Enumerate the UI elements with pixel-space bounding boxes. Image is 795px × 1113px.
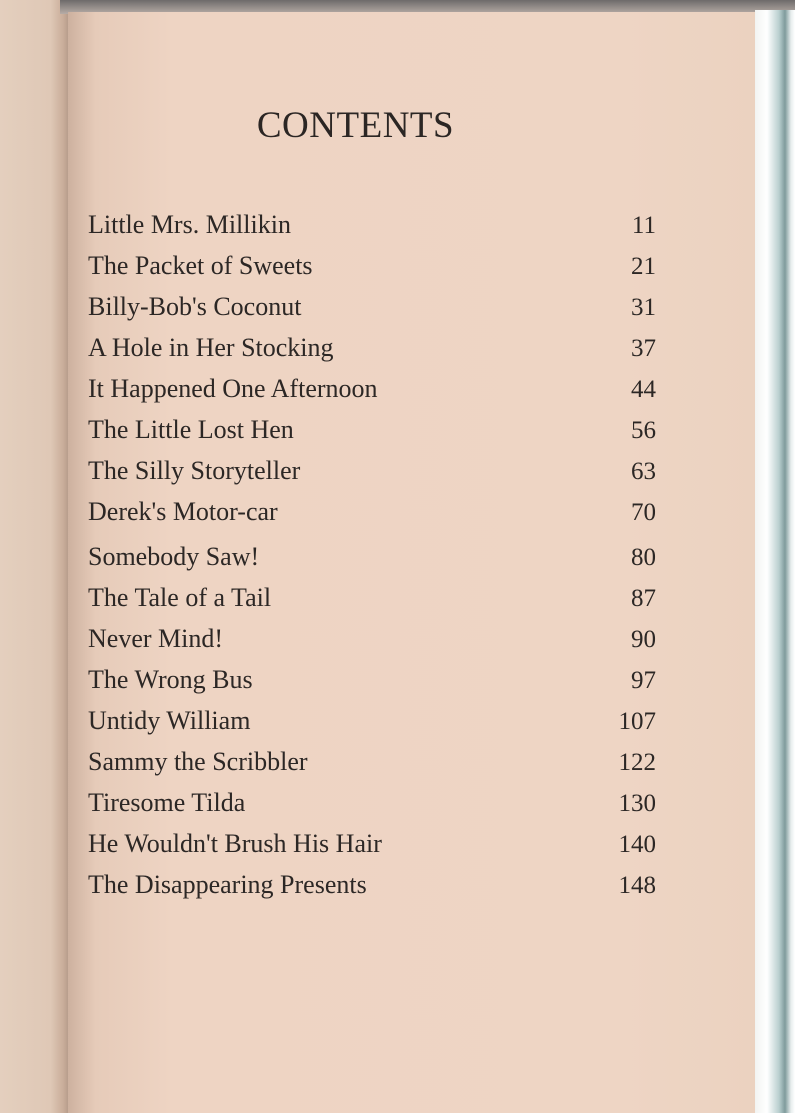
entry-title: The Wrong Bus [88, 665, 253, 694]
toc-entry: Untidy William 107 [88, 706, 656, 742]
entry-title: He Wouldn't Brush His Hair [88, 829, 382, 858]
page-edge [755, 10, 795, 1113]
entry-page-number: 21 [631, 253, 656, 280]
scan-shadow [60, 0, 795, 14]
entry-title: Somebody Saw! [88, 542, 260, 571]
entry-title: It Happened One Afternoon [88, 374, 378, 403]
page-title-text: CONTENTS [256, 105, 455, 146]
toc-entry: It Happened One Afternoon 44 [88, 374, 656, 410]
entry-page-number: 90 [631, 626, 656, 653]
entry-page-number: 11 [631, 212, 656, 239]
toc-entry: Billy-Bob's Coconut 31 [88, 292, 656, 328]
toc-entry: The Tale of a Tail 87 [88, 583, 656, 619]
entry-page-number: 130 [618, 790, 657, 817]
entry-page-number: 122 [618, 749, 657, 776]
entry-title: Billy-Bob's Coconut [88, 292, 302, 321]
entry-title: Tiresome Tilda [88, 788, 246, 817]
toc-entry: Somebody Saw! 80 [88, 542, 656, 578]
toc-entry: The Packet of Sweets 21 [88, 251, 656, 287]
toc-entry: The Little Lost Hen 56 [88, 415, 656, 451]
toc-entry: The Wrong Bus 97 [88, 665, 656, 701]
entry-page-number: 63 [631, 458, 656, 485]
entry-page-number: 148 [618, 872, 657, 899]
toc-entry: The Silly Storyteller 63 [88, 456, 656, 492]
entry-title: The Little Lost Hen [88, 415, 294, 444]
entry-page-number: 70 [631, 499, 656, 526]
toc-entry: Sammy the Scribbler 122 [88, 747, 656, 783]
entry-page-number: 80 [631, 544, 656, 571]
entry-page-number: 56 [631, 417, 656, 444]
toc-entry: Little Mrs. Millikin 11 [88, 210, 656, 246]
entry-page-number: 140 [618, 831, 657, 858]
entry-title: A Hole in Her Stocking [88, 333, 334, 362]
entry-page-number: 44 [631, 376, 656, 403]
entry-title: Derek's Motor-car [88, 497, 278, 526]
entry-title: The Tale of a Tail [88, 583, 272, 612]
entry-title: Sammy the Scribbler [88, 747, 308, 776]
entry-title: The Disappearing Presents [88, 870, 367, 899]
entry-page-number: 107 [618, 708, 657, 735]
entry-page-number: 31 [631, 294, 656, 321]
toc-entry: The Disappearing Presents 148 [88, 870, 656, 906]
entry-title: The Silly Storyteller [88, 456, 301, 485]
toc-entry: Derek's Motor-car 70 [88, 497, 656, 533]
entry-page-number: 37 [631, 335, 656, 362]
toc-entry: Never Mind! 90 [88, 624, 656, 660]
entry-page-number: 87 [631, 585, 656, 612]
facing-page [0, 0, 72, 1113]
page-title: CONTENTS [0, 104, 795, 147]
entry-title: Untidy William [88, 706, 251, 735]
book-page [68, 12, 758, 1113]
toc-entry: A Hole in Her Stocking 37 [88, 333, 656, 369]
toc-entry: Tiresome Tilda 130 [88, 788, 656, 824]
entry-title: Never Mind! [88, 624, 224, 653]
entry-page-number: 97 [631, 667, 656, 694]
entry-title: The Packet of Sweets [88, 251, 313, 280]
entry-title: Little Mrs. Millikin [88, 210, 291, 239]
toc-entry: He Wouldn't Brush His Hair 140 [88, 829, 656, 865]
